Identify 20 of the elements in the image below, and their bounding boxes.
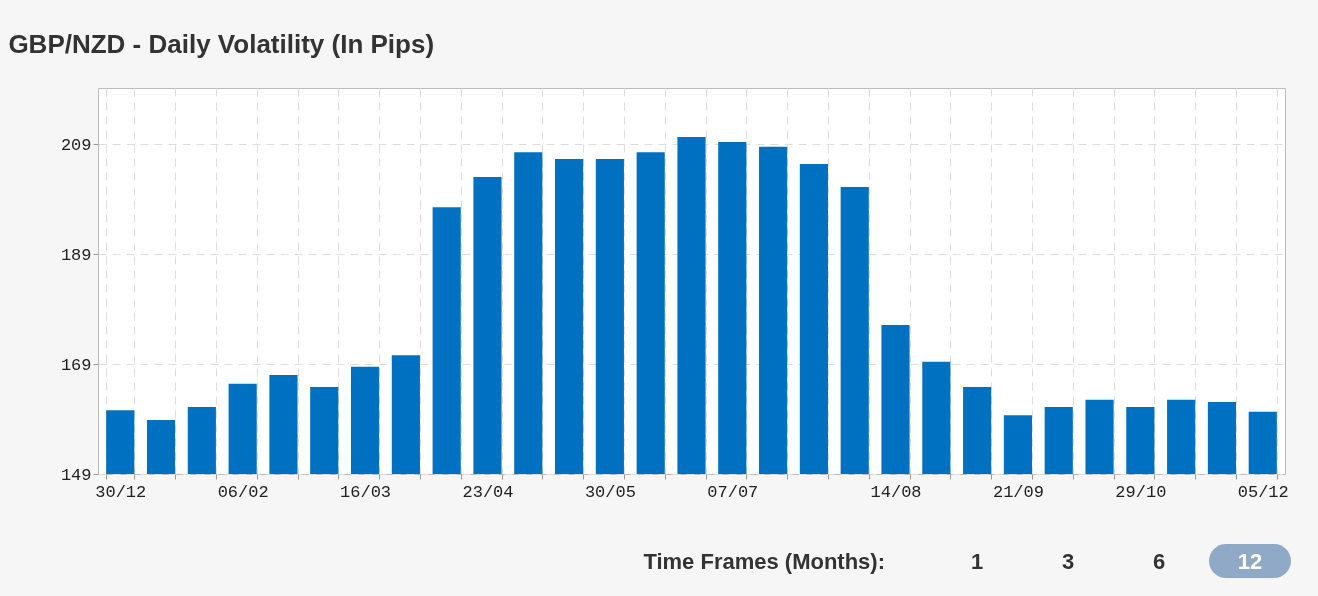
y-tick-label: 189 (60, 245, 92, 265)
y-tick-label: 169 (60, 355, 92, 375)
text: 3 (1061, 549, 1075, 574)
text: 12 (1237, 549, 1263, 574)
x-tick-label: 23/04 (462, 482, 514, 502)
x-tick-label: 07/07 (707, 482, 759, 502)
y-tick-label: 149 (60, 465, 92, 485)
x-tick-label: 16/03 (340, 482, 392, 502)
x-tick-label: 30/05 (584, 482, 636, 502)
x-tick-label: 30/12 (95, 482, 147, 502)
x-tick-label: 14/08 (870, 482, 922, 502)
y-tick-label: 209 (60, 135, 92, 155)
text: 1 (970, 549, 984, 574)
x-tick-label: 29/10 (1115, 482, 1167, 502)
x-tick-label: 05/12 (1237, 482, 1289, 502)
text: Time Frames (Months): (643, 549, 885, 574)
x-tick-label: 21/09 (992, 482, 1044, 502)
x-tick-label: 06/02 (217, 482, 269, 502)
chart-title: GBP/NZD - Daily Volatility (In Pips) (8, 29, 435, 59)
text: 6 (1152, 549, 1166, 574)
